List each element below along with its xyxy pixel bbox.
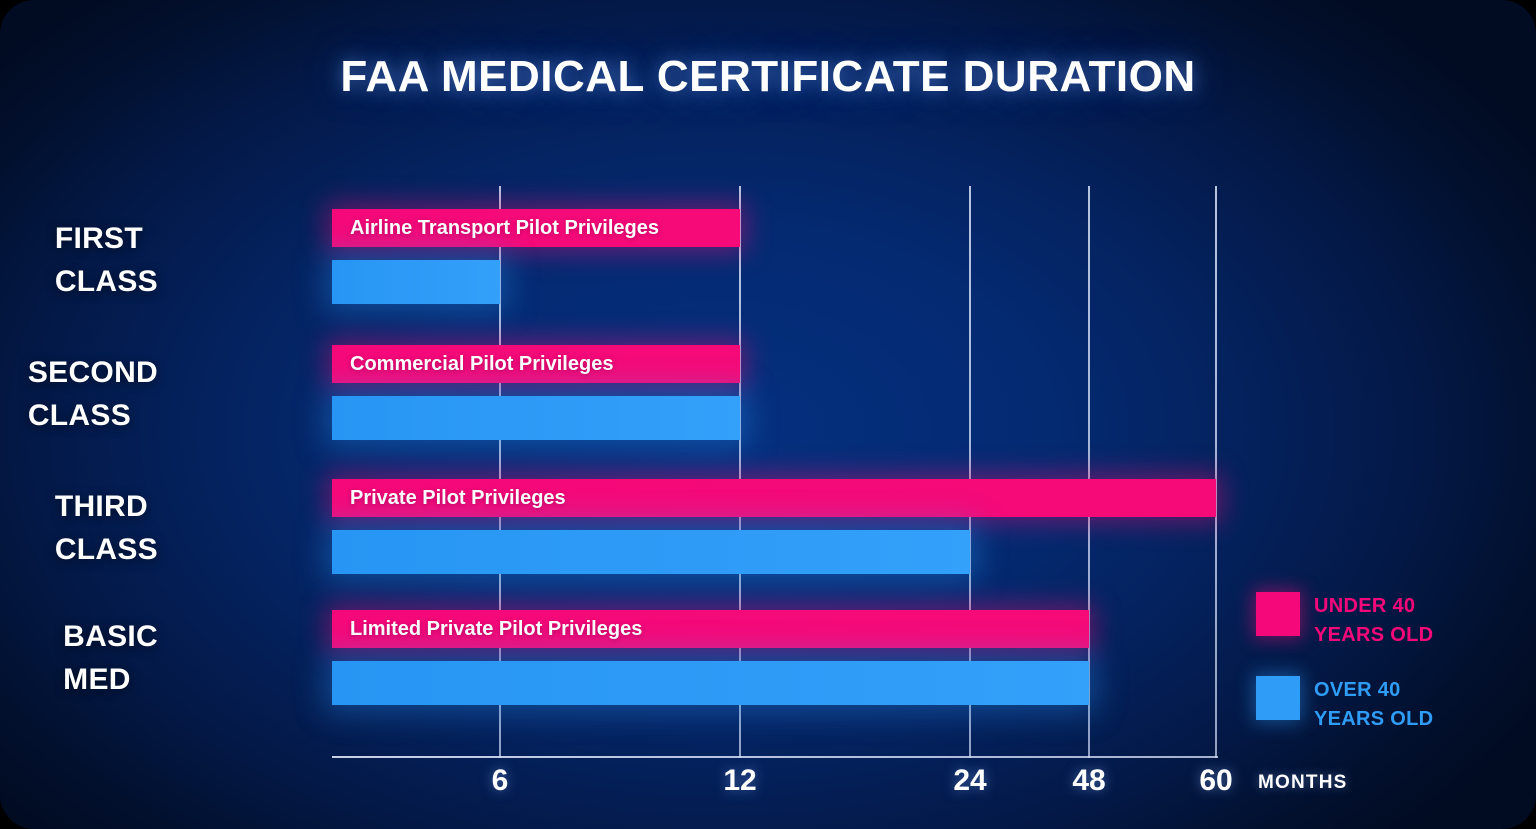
legend-label-under40: UNDER 40 YEARS OLD bbox=[1314, 592, 1433, 650]
category-label-first-class: FIRST CLASS bbox=[55, 218, 158, 303]
bar-annotation: Private Pilot Privileges bbox=[350, 486, 566, 509]
x-axis-line bbox=[332, 756, 1218, 758]
category-label-line: SECOND bbox=[27, 356, 158, 389]
legend-item-over40[interactable]: OVER 40 YEARS OLD bbox=[1256, 676, 1433, 734]
bar-third-class-under40[interactable]: Private Pilot Privileges bbox=[332, 479, 1216, 517]
bar-second-class-over40[interactable] bbox=[332, 396, 740, 440]
legend-label-line: YEARS OLD bbox=[1314, 708, 1434, 730]
gridline-12 bbox=[739, 186, 741, 758]
legend-swatch-under40 bbox=[1256, 592, 1300, 636]
legend-label-line: YEARS OLD bbox=[1314, 624, 1434, 646]
category-label-line: MED bbox=[63, 662, 131, 696]
bar-annotation: Airline Transport Pilot Privileges bbox=[350, 216, 659, 239]
page-title: FAA MEDICAL CERTIFICATE DURATION bbox=[340, 52, 1196, 101]
gridline-60 bbox=[1215, 186, 1217, 758]
bar-basic-med-under40[interactable]: Limited Private Pilot Privileges bbox=[332, 610, 1089, 648]
tick-label-12: 12 bbox=[723, 764, 757, 797]
tick-label-48: 48 bbox=[1072, 764, 1106, 797]
tick-label-24: 24 bbox=[953, 764, 987, 797]
legend: UNDER 40 YEARS OLD OVER 40 YEARS OLD bbox=[1256, 592, 1433, 760]
category-label-line: BASIC bbox=[63, 620, 158, 653]
axis-unit-label: MONTHS bbox=[1258, 772, 1348, 793]
category-label-line: CLASS bbox=[54, 264, 158, 298]
category-label-basic-med: BASIC MED bbox=[63, 616, 158, 701]
category-label-third-class: THIRD CLASS bbox=[55, 486, 158, 571]
bar-annotation: Limited Private Pilot Privileges bbox=[350, 617, 643, 640]
category-label-second-class: SECOND CLASS bbox=[28, 352, 158, 437]
tick-label-6: 6 bbox=[491, 764, 509, 797]
legend-label-line: UNDER 40 bbox=[1314, 595, 1416, 617]
bar-first-class-under40[interactable]: Airline Transport Pilot Privileges bbox=[332, 209, 740, 247]
legend-swatch-over40 bbox=[1256, 676, 1300, 720]
tick-label-60: 60 bbox=[1199, 764, 1233, 797]
legend-label-over40: OVER 40 YEARS OLD bbox=[1314, 676, 1433, 734]
category-label-line: CLASS bbox=[54, 532, 158, 566]
category-label-line: CLASS bbox=[27, 398, 132, 432]
legend-label-line: OVER 40 bbox=[1314, 679, 1401, 701]
gridline-48 bbox=[1088, 186, 1090, 758]
category-label-line: FIRST bbox=[54, 222, 143, 255]
bar-first-class-over40[interactable] bbox=[332, 260, 500, 304]
bar-second-class-under40[interactable]: Commercial Pilot Privileges bbox=[332, 345, 740, 383]
legend-item-under40[interactable]: UNDER 40 YEARS OLD bbox=[1256, 592, 1433, 650]
bar-basic-med-over40[interactable] bbox=[332, 661, 1089, 705]
gridline-24 bbox=[969, 186, 971, 758]
gridline-6 bbox=[499, 186, 501, 758]
category-label-line: THIRD bbox=[54, 490, 148, 523]
bar-annotation: Commercial Pilot Privileges bbox=[350, 352, 614, 375]
bar-third-class-over40[interactable] bbox=[332, 530, 970, 574]
